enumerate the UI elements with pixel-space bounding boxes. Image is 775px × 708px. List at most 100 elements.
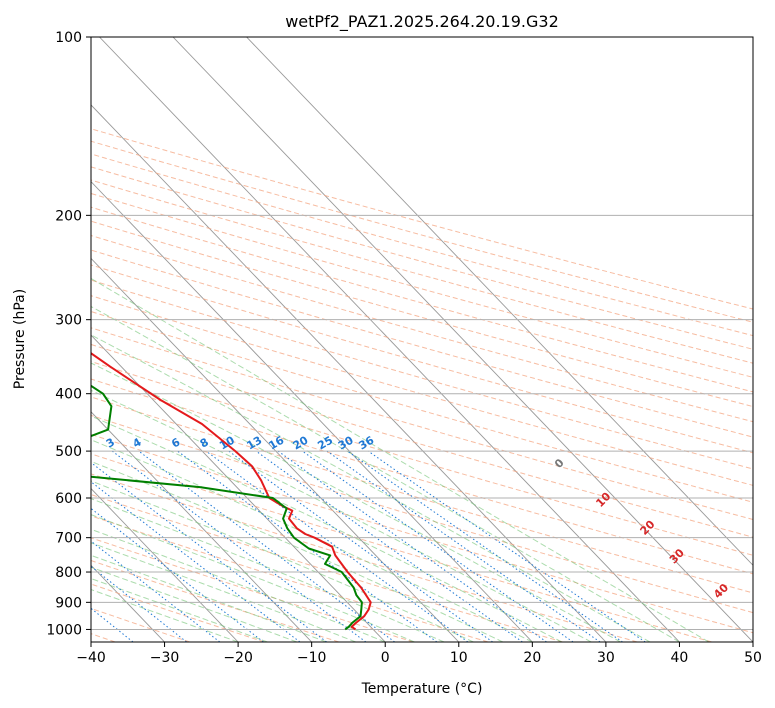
y-tick-label: 900 [55, 595, 82, 611]
x-tick-label: 40 [671, 650, 689, 666]
x-tick-label: 10 [450, 650, 468, 666]
mixing-ratio-line [177, 450, 438, 642]
isotherm-line [91, 257, 460, 642]
dry-adiabat-line [91, 166, 753, 350]
y-tick-label: 1000 [46, 622, 82, 638]
dry-adiabat-line [91, 295, 753, 486]
moist-adiabat-label: 40 [711, 581, 731, 601]
mixing-ratio-line [228, 450, 493, 642]
dry-adiabat-line [91, 206, 753, 393]
x-tick-label: −30 [150, 650, 180, 666]
isotherm-line [91, 334, 386, 642]
moist-adiabat-line [91, 334, 651, 642]
dry-adiabat-line [91, 327, 753, 520]
moist-adiabat-line [91, 277, 710, 642]
dry-adiabat-line [91, 128, 753, 310]
mixing-ratio-line [255, 450, 523, 642]
y-tick-label: 800 [55, 565, 82, 581]
mixing-ratio-label: 4 [130, 435, 143, 450]
dewpoint-profile [91, 384, 363, 631]
moist-adiabat-line [91, 389, 592, 642]
isotherm-line [246, 37, 753, 566]
moist-adiabat-label: 30 [667, 546, 687, 566]
moist-adiabat-line [91, 460, 504, 642]
dry-adiabat-line [91, 515, 489, 642]
dry-adiabat-line [91, 360, 753, 556]
temperature-profile [91, 352, 372, 631]
mixing-ratio-line [326, 450, 601, 642]
x-tick-label: −10 [297, 650, 327, 666]
isotherm-line [91, 104, 607, 642]
dry-adiabat-line [91, 264, 753, 454]
y-tick-label: 300 [55, 313, 82, 329]
y-tick-label: 100 [55, 30, 82, 46]
dry-adiabat-line [91, 220, 753, 408]
chart-title: wetPf2_PAZ1.2025.264.20.19.G32 [285, 12, 559, 32]
mixing-ratio-label: 6 [169, 435, 182, 450]
x-tick-label: 50 [744, 650, 762, 666]
background-lines [91, 37, 753, 642]
dry-adiabat-line [91, 310, 753, 503]
dry-adiabat-line [91, 396, 753, 594]
x-tick-label: −20 [223, 650, 253, 666]
mixing-ratio-line [367, 450, 646, 642]
mixing-ratio-label: 3 [104, 436, 117, 451]
mixing-ratio-line [91, 481, 301, 642]
y-axis-label: Pressure (hPa) [12, 289, 28, 389]
x-axis-label: Temperature (°C) [361, 681, 483, 697]
mixing-ratio-label: 1 [9, 436, 22, 451]
dry-adiabat-line [91, 433, 753, 634]
dry-adiabat-line [91, 140, 753, 323]
moist-adiabat-line [91, 514, 415, 642]
x-axis: −40 −30 −20 −10 0 10 20 30 40 50 [76, 642, 762, 666]
y-tick-label: 700 [55, 531, 82, 547]
moist-adiabat-label: 20 [638, 517, 658, 537]
dry-adiabat-line [91, 249, 753, 438]
x-tick-label: 20 [523, 650, 541, 666]
moist-adiabat-line [91, 415, 563, 642]
dry-adiabat-line [91, 494, 563, 642]
dry-adiabat-line [91, 279, 753, 470]
dry-adiabat-line [91, 453, 712, 642]
isotherm-line [91, 411, 312, 642]
y-axis: 100 200 300 400 500 600 700 800 900 1000 [46, 30, 91, 638]
mixing-ratio-label: 25 [315, 434, 335, 453]
x-tick-label: 0 [381, 650, 390, 666]
isotherm-line [91, 487, 239, 642]
mixing-ratio-label: 30 [336, 433, 356, 452]
mixing-ratio-label: 20 [291, 433, 311, 452]
dry-adiabat-line [91, 234, 753, 423]
moist-adiabat-line [91, 362, 621, 642]
moist-adiabat-line [91, 528, 386, 642]
x-tick-label: 30 [597, 650, 615, 666]
moist-adiabat-line [91, 554, 327, 642]
dry-adiabat-line [91, 179, 753, 364]
isotherm-line [172, 37, 753, 642]
dry-adiabat-line [91, 153, 753, 337]
moist-adiabat-line [91, 305, 680, 642]
moist-adiabat-line [91, 480, 474, 642]
y-tick-label: 200 [55, 208, 82, 224]
y-tick-label: 500 [55, 444, 82, 460]
mixing-ratio-line [91, 461, 328, 642]
y-tick-label: 400 [55, 387, 82, 403]
moist-adiabat-line [91, 588, 239, 642]
isotherm-line [99, 37, 680, 642]
plot-frame [90, 36, 754, 643]
mixing-ratio-label: 16 [266, 433, 286, 452]
pressure-gridlines [91, 37, 753, 630]
x-tick-label: −40 [76, 650, 106, 666]
mixing-ratio-line [302, 450, 574, 642]
dry-adiabat-line [91, 192, 753, 378]
moist-adiabat-label: 0 [552, 456, 567, 471]
dry-adiabat-line [91, 343, 753, 538]
moist-adiabat-line [91, 498, 445, 642]
dry-adiabat-line [91, 537, 414, 642]
y-tick-label: 600 [55, 491, 82, 507]
dry-adiabat-line [91, 378, 753, 575]
mixing-ratio-line [277, 450, 547, 642]
dry-adiabat-line [91, 414, 753, 614]
dry-adiabat-line [91, 473, 638, 642]
mixing-ratio-line [111, 450, 367, 642]
